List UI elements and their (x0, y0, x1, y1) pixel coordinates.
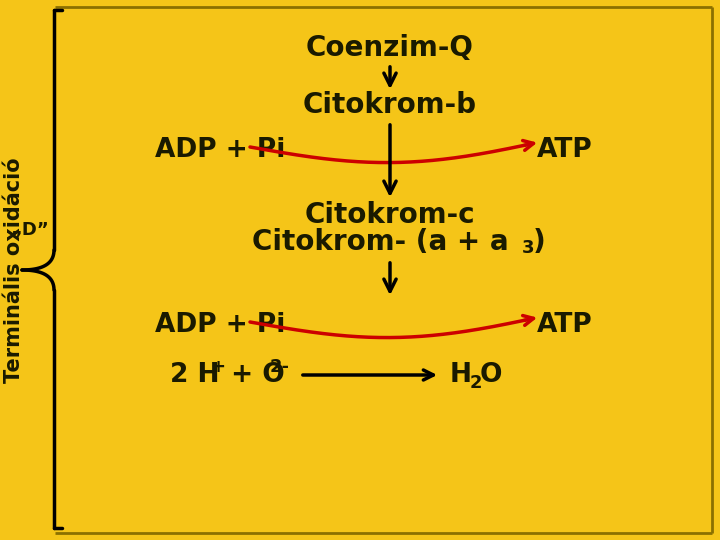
Text: H: H (450, 362, 472, 388)
Text: Terminális oxidáció: Terminális oxidáció (4, 157, 24, 383)
Text: 2 H: 2 H (170, 362, 220, 388)
Text: Citokrom-c: Citokrom-c (305, 201, 475, 229)
Text: 2-: 2- (270, 358, 290, 376)
Text: ADP + Pi: ADP + Pi (155, 312, 285, 338)
Text: 3: 3 (522, 239, 534, 257)
Text: ATP: ATP (537, 137, 593, 163)
Text: O: O (480, 362, 503, 388)
Text: Coenzim-Q: Coenzim-Q (306, 34, 474, 62)
Text: + O: + O (222, 362, 284, 388)
Text: Citokrom- (a + a: Citokrom- (a + a (252, 228, 508, 256)
Text: ): ) (533, 228, 546, 256)
Text: ATP: ATP (537, 312, 593, 338)
Text: +: + (210, 358, 225, 376)
Text: Citokrom-b: Citokrom-b (303, 91, 477, 119)
Text: ADP + Pi: ADP + Pi (155, 137, 285, 163)
Text: „D”: „D” (11, 221, 50, 239)
Text: 2: 2 (470, 374, 482, 392)
